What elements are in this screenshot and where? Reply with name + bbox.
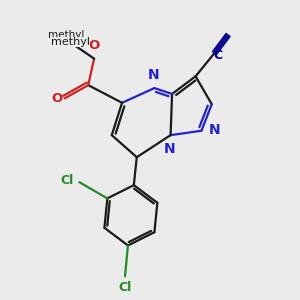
Text: methyl: methyl <box>48 29 84 40</box>
Text: N: N <box>163 142 175 157</box>
Text: N: N <box>209 123 220 137</box>
Text: C: C <box>214 49 223 62</box>
Text: methyl: methyl <box>51 38 90 47</box>
Text: N: N <box>148 68 160 82</box>
Text: Cl: Cl <box>61 174 74 187</box>
Text: Cl: Cl <box>118 281 132 294</box>
Text: O: O <box>88 39 100 52</box>
Text: O: O <box>52 92 63 106</box>
